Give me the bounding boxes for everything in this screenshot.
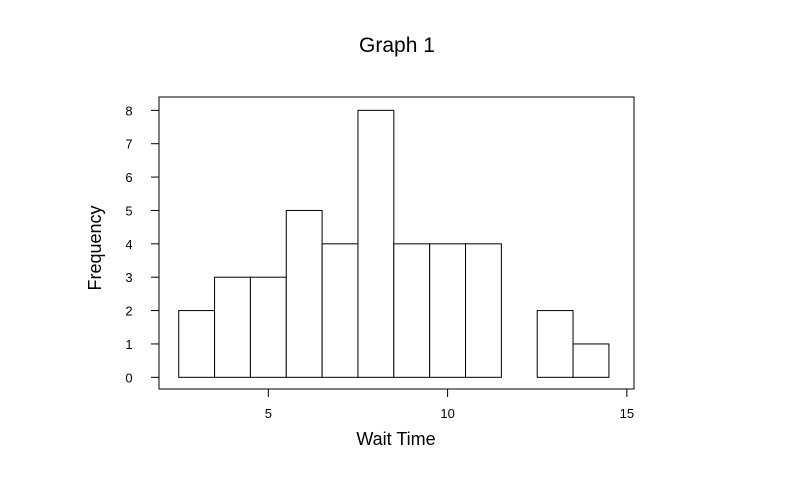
x-tick-label: 5 bbox=[265, 406, 272, 421]
y-tick-label: 7 bbox=[125, 137, 132, 152]
y-tick-label: 1 bbox=[125, 337, 132, 352]
histogram-bar bbox=[178, 310, 216, 378]
x-axis-label: Wait Time bbox=[356, 429, 435, 449]
x-tick-label: 15 bbox=[620, 406, 634, 421]
histogram-bar bbox=[393, 243, 431, 378]
histogram-bar bbox=[321, 243, 359, 378]
plot-area: 0 1 2 3 4 5 6 7 8 5 10 15 bbox=[125, 96, 635, 421]
y-tick-label: 0 bbox=[125, 370, 132, 385]
chart-title: Graph 1 bbox=[359, 34, 435, 57]
y-tick-label: 2 bbox=[125, 304, 132, 319]
histogram-bar bbox=[465, 243, 502, 378]
y-tick-label: 3 bbox=[125, 270, 132, 285]
histogram-bar bbox=[285, 209, 323, 378]
x-tick-label: 10 bbox=[440, 406, 454, 421]
y-axis-label: Frequency bbox=[85, 205, 105, 290]
plot-frame bbox=[158, 96, 635, 390]
histogram-bar bbox=[249, 276, 287, 378]
histogram-bar bbox=[536, 310, 574, 378]
y-tick-label: 6 bbox=[125, 170, 132, 185]
histogram-bar bbox=[429, 243, 467, 378]
histogram-bar bbox=[214, 276, 251, 378]
y-tick-label: 4 bbox=[125, 237, 132, 252]
histogram-bar bbox=[357, 109, 395, 378]
histogram-bar bbox=[572, 343, 610, 378]
y-tick-label: 8 bbox=[125, 103, 132, 118]
y-tick-label: 5 bbox=[125, 203, 132, 218]
